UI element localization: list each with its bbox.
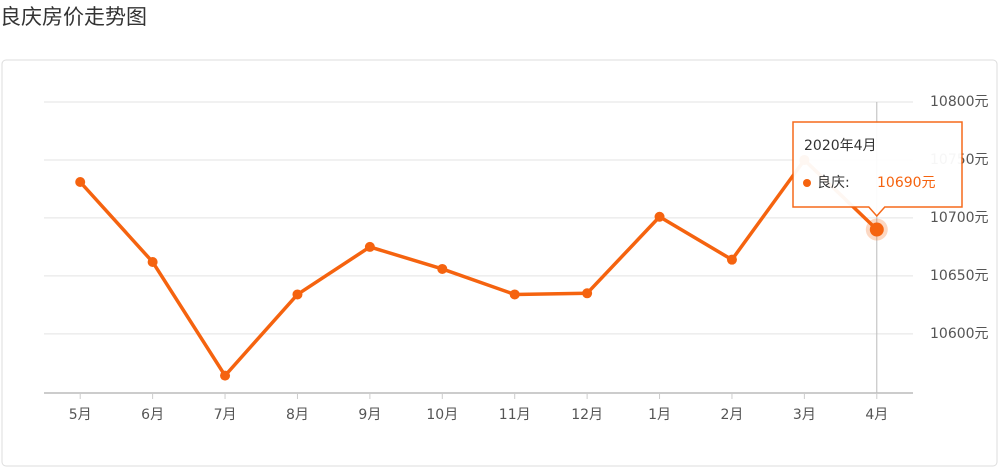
point — [75, 176, 86, 187]
y-tick-label: 10600元 — [930, 326, 989, 342]
x-tick-label: 1月 — [648, 407, 671, 423]
point — [220, 370, 231, 381]
series-line — [78, 157, 879, 379]
x-tick-label: 5月 — [69, 407, 92, 423]
x-tick-label: 3月 — [793, 407, 816, 423]
x-tick-label: 11月 — [499, 407, 531, 423]
x-tick-label: 10月 — [426, 407, 458, 423]
y-tick-label: 10700元 — [930, 210, 989, 226]
chart-title: 良庆房价走势图 — [0, 5, 147, 29]
point — [364, 241, 375, 252]
x-tick-label: 7月 — [214, 407, 237, 423]
tooltip-value: 10690元 — [877, 175, 936, 191]
point — [292, 289, 303, 300]
tooltip-box — [792, 121, 963, 218]
tooltip-dot — [803, 179, 811, 187]
y-tick-label: 10650元 — [930, 268, 989, 284]
x-tick-label: 9月 — [358, 407, 381, 423]
x-tick-label: 8月 — [286, 407, 309, 423]
x-tick-label: 2月 — [720, 407, 743, 423]
x-tick-label: 4月 — [865, 407, 888, 423]
tooltip-series: 良庆: — [817, 175, 850, 191]
point — [654, 211, 665, 222]
y-tick-label: 10800元 — [930, 94, 989, 110]
point — [147, 256, 158, 267]
point — [509, 289, 520, 300]
point — [437, 263, 448, 274]
x-tick-label: 12月 — [571, 407, 603, 423]
point — [726, 254, 737, 265]
point — [869, 222, 884, 237]
panel — [1, 59, 998, 467]
point — [582, 288, 593, 299]
tooltip-title: 2020年4月 — [804, 138, 877, 154]
x-tick-label: 6月 — [141, 407, 164, 423]
